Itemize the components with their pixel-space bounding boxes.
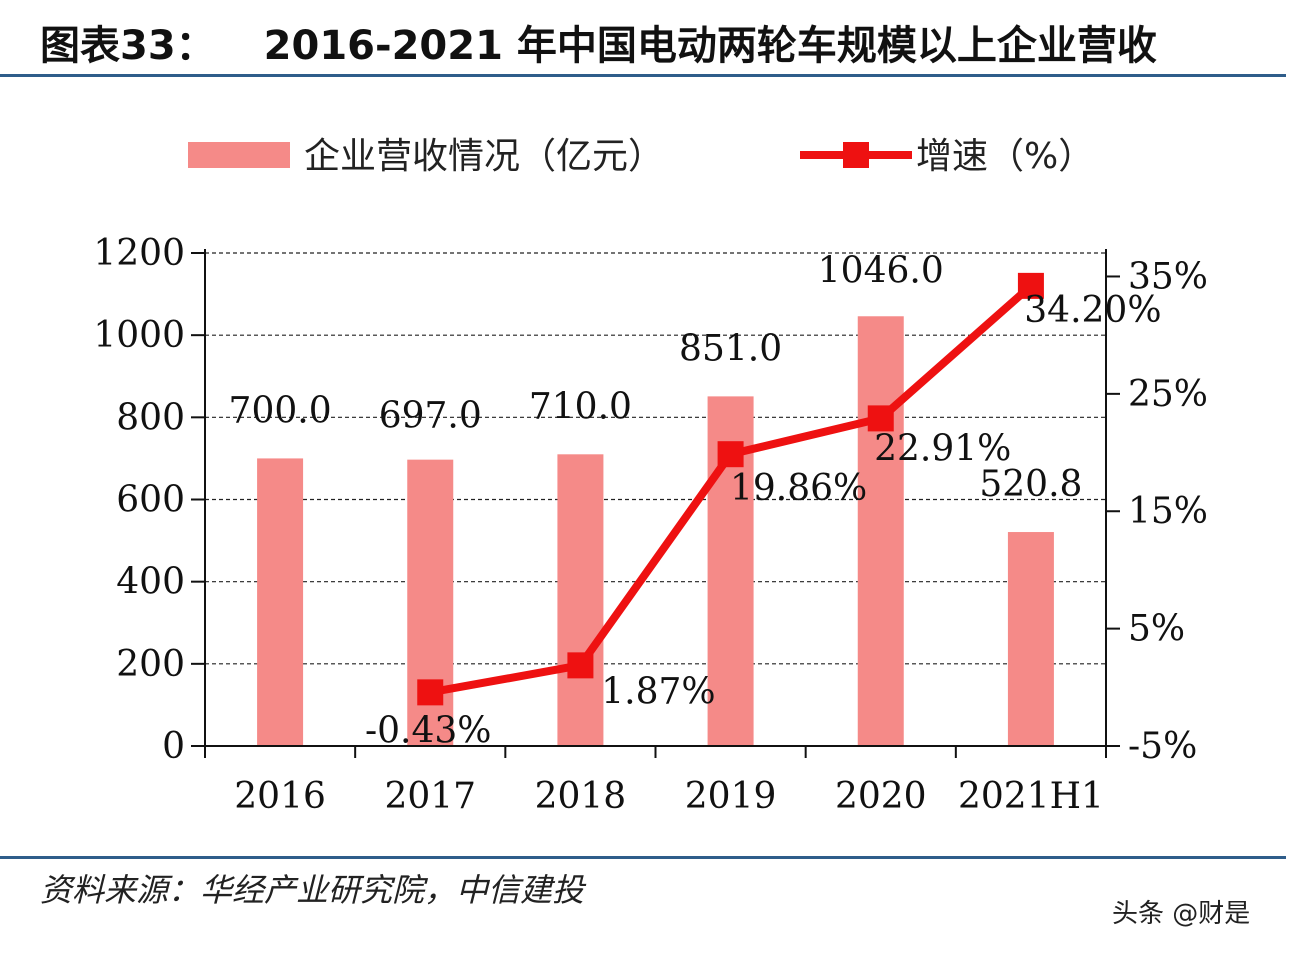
bar (857, 316, 904, 746)
growth-point (867, 405, 894, 432)
growth-point (567, 652, 594, 679)
source-divider (0, 856, 1286, 859)
bar-data-label: 520.8 (979, 464, 1082, 505)
right-axis-tick-label: 35% (1128, 256, 1208, 297)
x-axis-tick-label: 2021H1 (958, 776, 1104, 817)
right-axis-tick-label: 15% (1128, 491, 1208, 532)
bar-series (257, 316, 1054, 746)
bar-data-label: 1046.0 (818, 250, 944, 291)
left-axis-tick-label: 600 (116, 480, 185, 521)
chart-legend: 企业营收情况（亿元） 增速（%） (188, 136, 1094, 177)
x-axis-tick-label: 2016 (234, 776, 326, 817)
right-axis-tick-label: 5% (1128, 609, 1185, 650)
bar-data-label: 710.0 (529, 386, 632, 427)
figure-label: 图表33： (40, 23, 216, 69)
growth-line-series (417, 272, 1044, 706)
grid-lines (205, 252, 1106, 665)
figure-title-text: 2016-2021 年中国电动两轮车规模以上企业营收 (263, 23, 1157, 69)
legend-bar-swatch (188, 142, 290, 168)
watermark: 头条 @财是 (1112, 899, 1251, 929)
legend-bar-label: 企业营收情况（亿元） (304, 136, 664, 177)
growth-point (1017, 272, 1044, 299)
bar-data-label: 851.0 (679, 328, 782, 369)
title-divider (0, 74, 1286, 77)
growth-data-label: 34.20% (1024, 290, 1161, 331)
left-axis-tick-label: 400 (116, 562, 185, 603)
left-axis-tick-label: 1000 (93, 315, 185, 356)
right-axis-tick-label: -5% (1128, 726, 1197, 767)
x-axis-tick-label: 2018 (535, 776, 627, 817)
bar (1007, 532, 1054, 746)
growth-point (717, 441, 744, 468)
right-axis-tick-label: 25% (1128, 374, 1208, 415)
chart-axes: 0 200 400 600 800 1000 1200 -5% 5% 15% 25% 35% 2016 2… (93, 233, 1208, 817)
x-axis-tick-label: 2020 (835, 776, 927, 817)
left-axis-tick-label: 200 (116, 644, 185, 685)
left-axis-tick-label: 800 (116, 397, 185, 438)
left-axis-tick-label: 1200 (93, 233, 185, 274)
bar-data-label: 700.0 (229, 390, 332, 431)
legend-line-label: 增速（%） (916, 136, 1094, 177)
growth-data-label: 19.86% (730, 468, 867, 509)
left-axis-tick-label: 0 (162, 726, 185, 767)
source-note: 资料来源：华经产业研究院，中信建投 (40, 871, 585, 909)
data-labels: 700.0 697.0 710.0 851.0 1046.0 520.8 -0.43% 1.8… (229, 250, 1162, 751)
x-axis-tick-label: 2017 (384, 776, 476, 817)
legend-line-marker (843, 142, 869, 168)
bar (257, 458, 304, 746)
growth-point (417, 679, 444, 706)
growth-data-label: -0.43% (365, 710, 492, 751)
figure-title: 图表33： 2016-2021 年中国电动两轮车规模以上企业营收 (40, 14, 1280, 78)
bar (557, 454, 604, 746)
growth-data-label: 22.91% (874, 428, 1011, 469)
x-axis-tick-label: 2019 (685, 776, 777, 817)
growth-data-label: 1.87% (601, 671, 715, 712)
bar-data-label: 697.0 (379, 396, 482, 437)
